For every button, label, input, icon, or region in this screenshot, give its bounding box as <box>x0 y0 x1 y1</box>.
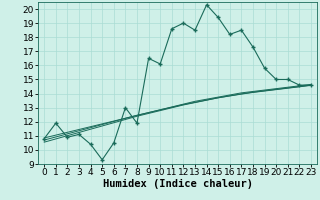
X-axis label: Humidex (Indice chaleur): Humidex (Indice chaleur) <box>103 179 252 189</box>
